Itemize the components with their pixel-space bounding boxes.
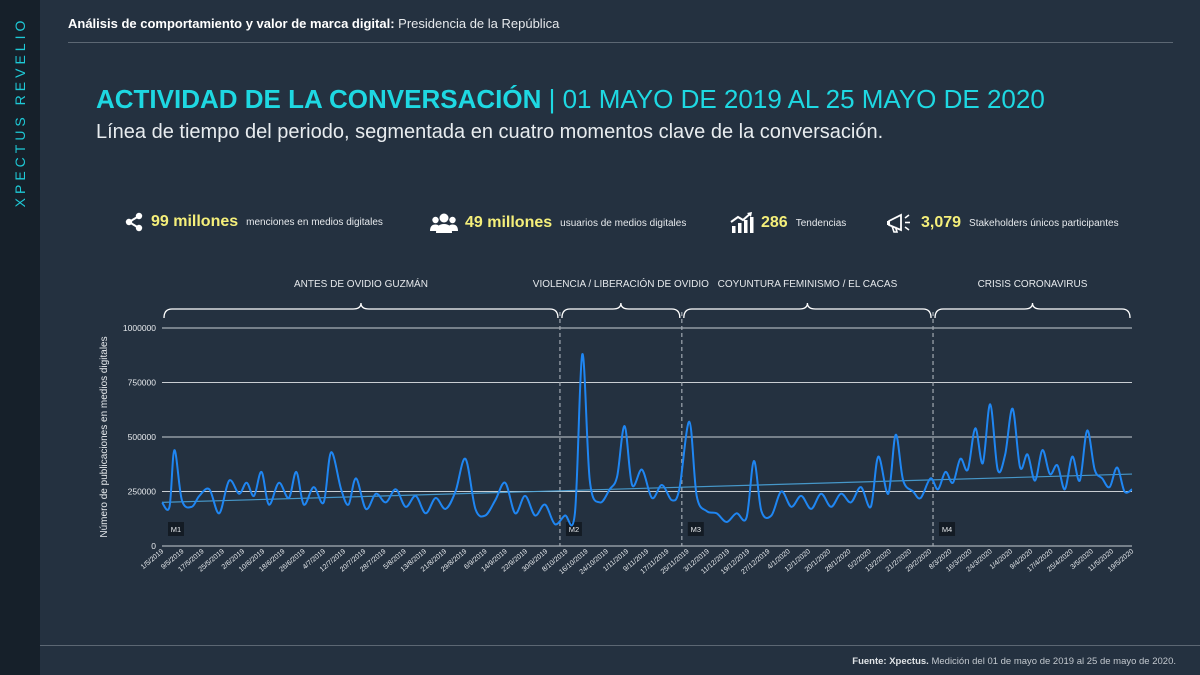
header-rest: Presidencia de la República bbox=[394, 16, 560, 31]
y-axis-label: Número de publicaciones en medios digita… bbox=[99, 336, 110, 537]
sidebar: XPECTUS REVELIO bbox=[0, 0, 40, 675]
stat-label: Tendencias bbox=[795, 217, 847, 229]
stat-value: 3,079 bbox=[921, 214, 962, 231]
segment-marker-box bbox=[168, 522, 184, 536]
footer-divider bbox=[40, 645, 1200, 646]
stat-label: usuarios de medios digitales bbox=[560, 217, 687, 229]
stat-stakeholders: 3,079 Stakeholders únicos participantes bbox=[886, 212, 1119, 234]
segment-label: ANTES DE OVIDIO GUZMÁN bbox=[294, 277, 428, 290]
stat-users: 49 millones usuarios de medios digitales bbox=[430, 212, 686, 234]
trend-line bbox=[161, 473, 1133, 503]
megaphone-icon bbox=[887, 213, 910, 233]
segment-bracket bbox=[561, 302, 681, 319]
header-divider bbox=[68, 42, 1173, 43]
footer-bold: Fuente: Xpectus. bbox=[852, 656, 929, 667]
segment-label: COYUNTURA FEMINISMO / EL CACAS bbox=[718, 279, 898, 290]
segment-label: VIOLENCIA / LIBERACIÓN DE OVIDIO bbox=[533, 277, 709, 290]
stat-trends: 286 Tendencias bbox=[730, 212, 846, 234]
segment-marker: M2 bbox=[569, 525, 579, 534]
stat-label: Stakeholders únicos participantes bbox=[969, 217, 1119, 229]
page-subtitle: Línea de tiempo del periodo, segmentada … bbox=[96, 121, 884, 143]
stat-mentions: 99 millones menciones en medios digitale… bbox=[124, 212, 383, 232]
chart-growth-icon bbox=[730, 212, 754, 233]
y-tick-label: 750000 bbox=[128, 378, 157, 388]
segment-bracket bbox=[683, 302, 932, 319]
y-tick-label: 0 bbox=[151, 541, 156, 551]
y-tick-label: 250000 bbox=[128, 487, 157, 497]
users-icon bbox=[430, 213, 458, 233]
title-rest: | 01 MAYO DE 2019 AL 25 MAYO DE 2020 bbox=[541, 84, 1045, 114]
segment-marker-box bbox=[939, 522, 956, 536]
segment-marker: M4 bbox=[942, 525, 952, 534]
segment-marker-box bbox=[687, 522, 704, 536]
header-bold: Análisis de comportamiento y valor de ma… bbox=[68, 16, 395, 31]
share-icon bbox=[125, 212, 143, 232]
stat-value: 99 millones bbox=[151, 213, 239, 230]
report-header: Análisis de comportamiento y valor de ma… bbox=[68, 16, 559, 31]
y-tick-label: 1000000 bbox=[123, 323, 156, 333]
segment-bracket bbox=[163, 302, 559, 319]
page-title: ACTIVIDAD DE LA CONVERSACIÓN | 01 MAYO D… bbox=[96, 84, 1045, 115]
segment-marker-box bbox=[565, 522, 582, 536]
title-bold: ACTIVIDAD DE LA CONVERSACIÓN bbox=[96, 84, 542, 114]
series-line bbox=[161, 353, 1133, 527]
stat-value: 286 bbox=[761, 214, 788, 231]
segment-label: CRISIS CORONAVIRUS bbox=[978, 279, 1088, 290]
segment-bracket bbox=[934, 302, 1131, 319]
y-tick-label: 500000 bbox=[128, 432, 157, 442]
stat-label: menciones en medios digitales bbox=[246, 216, 383, 228]
footer-rest: Medición del 01 de mayo de 2019 al 25 de… bbox=[928, 656, 1176, 667]
stat-value: 49 millones bbox=[465, 214, 553, 231]
segment-marker: M1 bbox=[171, 525, 181, 534]
segment-marker: M3 bbox=[691, 525, 701, 534]
source-note: Fuente: Xpectus. Medición del 01 de mayo… bbox=[852, 656, 1176, 667]
